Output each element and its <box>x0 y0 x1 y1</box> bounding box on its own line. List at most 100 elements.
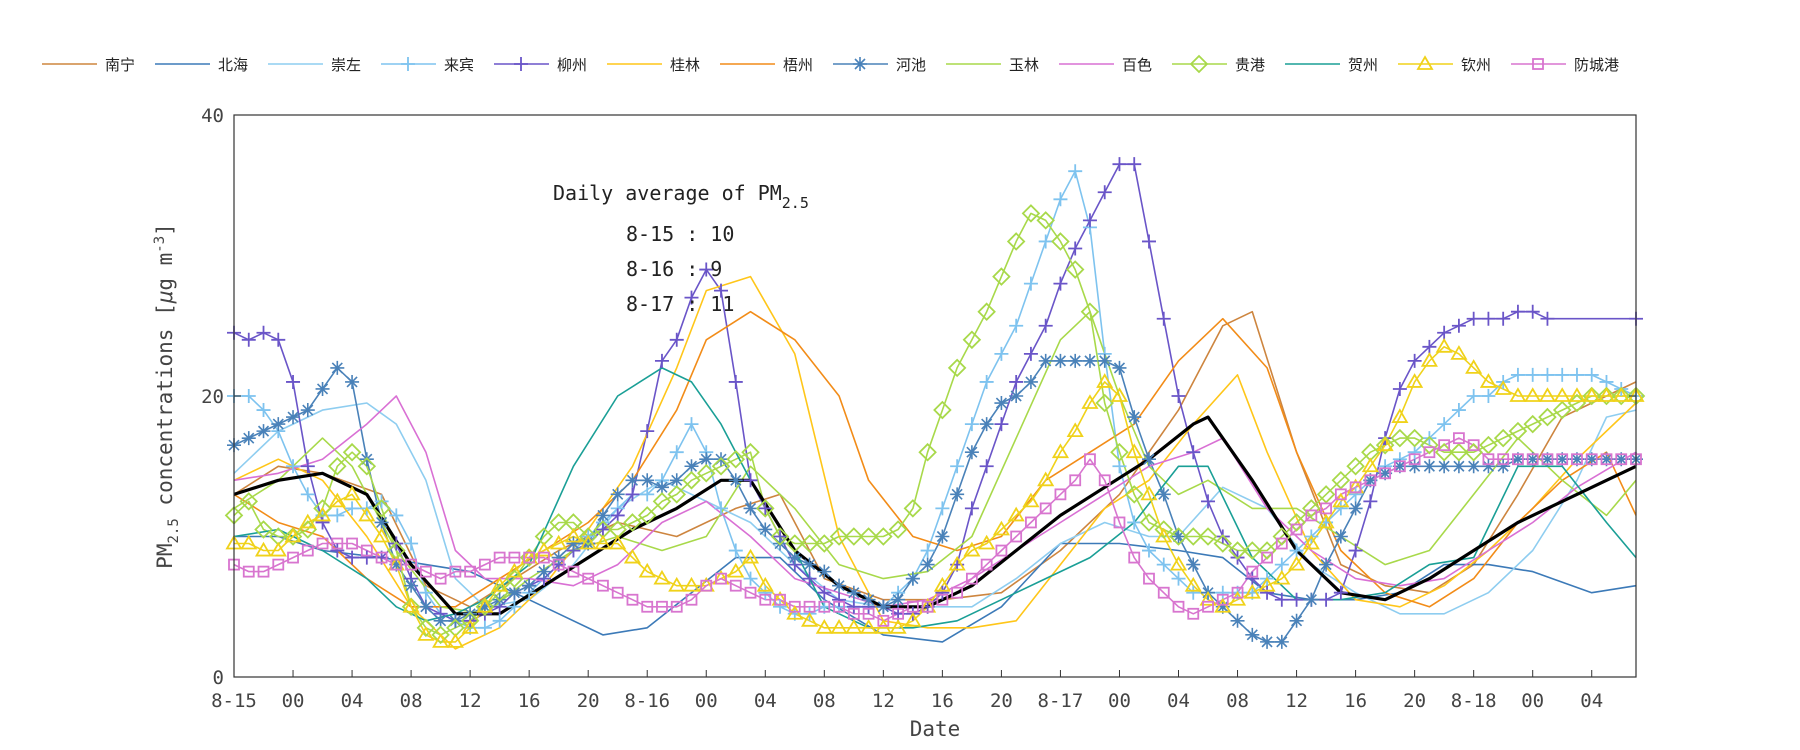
series-marker-4 <box>1053 276 1068 291</box>
series-marker-13 <box>1600 453 1613 466</box>
series-marker-12 <box>682 576 701 592</box>
series-marker-3 <box>979 374 994 389</box>
series-marker-4 <box>979 459 994 474</box>
series-marker-10 <box>431 625 450 645</box>
series-marker-4 <box>286 374 301 389</box>
series-marker-12 <box>1479 373 1497 388</box>
series-marker-3 <box>418 585 433 600</box>
series-marker-12 <box>904 612 922 627</box>
series-marker-3 <box>743 571 758 586</box>
y-label-unit: g m <box>153 253 177 291</box>
series-marker-12 <box>933 576 951 592</box>
series-marker-3 <box>1186 585 1201 600</box>
series-marker-12 <box>1096 373 1114 388</box>
series-marker-13 <box>715 572 727 585</box>
annotation-title: Daily average of PM2.5 <box>553 181 809 212</box>
series-marker-13 <box>493 551 506 564</box>
legend-label: 来宾 <box>444 56 474 74</box>
series-marker-12 <box>432 633 450 648</box>
series-marker-4 <box>832 592 847 607</box>
series-marker-12 <box>476 597 494 613</box>
series-marker-13 <box>1113 516 1126 529</box>
series-marker-13 <box>951 586 964 599</box>
series-marker-13 <box>1231 586 1244 599</box>
series-marker-12 <box>1450 345 1468 360</box>
series-marker-12 <box>1597 387 1616 402</box>
series-marker-3 <box>241 389 256 403</box>
x-tick-label: 8-18 <box>1451 690 1497 712</box>
series-marker-7 <box>1053 353 1068 368</box>
series-marker-7 <box>1068 353 1083 368</box>
series-marker-7 <box>389 557 404 572</box>
series-marker-3 <box>1348 487 1363 502</box>
series-marker-13 <box>316 537 329 550</box>
x-tick-label: 16 <box>1344 690 1367 712</box>
series-marker-10 <box>1523 414 1542 434</box>
series-marker-13 <box>287 551 299 564</box>
series-marker-10 <box>578 527 598 546</box>
x-tick-label: 00 <box>1108 690 1131 712</box>
series-marker-10 <box>1213 534 1233 553</box>
x-tick-label: 08 <box>1226 690 1249 712</box>
series-marker-12 <box>1420 352 1438 367</box>
series-marker-7 <box>699 452 714 467</box>
series-marker-10 <box>1139 513 1159 532</box>
series-marker-12 <box>343 485 361 501</box>
legend-label: 贺州 <box>1348 56 1378 74</box>
series-marker-12 <box>815 619 833 634</box>
series-marker-13 <box>567 565 580 578</box>
series-marker-4 <box>1274 592 1289 607</box>
series-marker-4 <box>241 332 256 347</box>
series-marker-4 <box>743 473 758 488</box>
series-marker-4 <box>1141 234 1156 249</box>
series-marker-7 <box>802 557 817 572</box>
legend-marker <box>401 57 415 71</box>
series-marker-4 <box>1540 311 1555 326</box>
series-marker-10 <box>372 499 391 518</box>
series-marker-10 <box>1243 541 1262 560</box>
series-marker-13 <box>1320 502 1332 515</box>
series-marker-12 <box>1007 506 1025 522</box>
series-marker-12 <box>727 562 745 578</box>
series-marker-13 <box>1275 537 1288 550</box>
series-marker-4 <box>1171 389 1186 403</box>
series-marker-3 <box>1437 417 1452 432</box>
series-marker-12 <box>948 555 966 571</box>
series-marker-13 <box>788 600 801 613</box>
x-tick-label: 08 <box>813 690 836 712</box>
series-marker-12 <box>535 541 553 557</box>
series-marker-12 <box>653 569 671 585</box>
series-marker-13 <box>1084 453 1096 466</box>
x-tick-label: 16 <box>931 690 954 712</box>
series-marker-12 <box>1258 576 1276 592</box>
series-marker-12 <box>786 604 804 620</box>
legend-label: 梧州 <box>783 56 813 74</box>
series-marker-12 <box>446 633 464 648</box>
series-marker-4 <box>669 332 684 347</box>
series-marker-12 <box>638 562 656 578</box>
series-marker-10 <box>475 597 495 617</box>
series-marker-7 <box>566 536 581 551</box>
series-marker-13 <box>1526 453 1539 466</box>
series-marker-7 <box>551 550 566 565</box>
series-marker-3 <box>1053 192 1068 207</box>
x-tick-label: 8-17 <box>1038 690 1084 712</box>
series-marker-10 <box>1493 428 1513 448</box>
series-marker-7 <box>433 613 448 628</box>
x-tick-label: 00 <box>695 690 718 712</box>
series-marker-13 <box>1438 439 1451 452</box>
series-marker-7 <box>920 557 935 572</box>
series-marker-10 <box>1169 527 1188 546</box>
series-marker-13 <box>508 551 521 564</box>
series-marker-10 <box>1508 421 1528 441</box>
series-marker-10 <box>1552 400 1572 420</box>
legend-label: 百色 <box>1122 56 1152 74</box>
series-marker-12 <box>845 619 863 634</box>
series-marker-12 <box>1214 597 1232 613</box>
series-marker-13 <box>980 558 993 571</box>
series-marker-12 <box>1376 436 1394 452</box>
series-marker-4 <box>654 353 669 368</box>
series-marker-7 <box>374 515 389 530</box>
x-tick-label: 12 <box>872 690 895 712</box>
series-marker-3 <box>1407 445 1422 460</box>
